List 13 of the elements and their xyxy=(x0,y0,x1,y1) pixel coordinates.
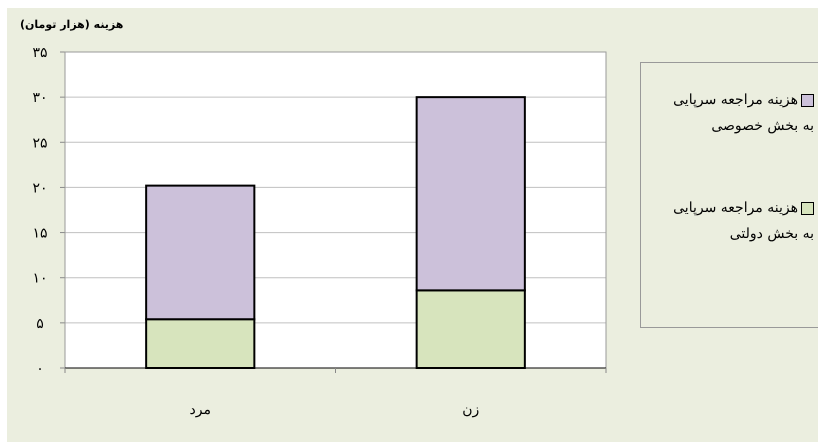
x-tick-label: زن xyxy=(462,402,480,418)
y-tick-label: ۱۰ xyxy=(32,270,48,287)
y-tick-label: ۲۰ xyxy=(32,180,48,196)
legend-item: هزینه مراجعه سرپایی به بخش دولتی xyxy=(672,199,814,244)
y-tick-label: ۵ xyxy=(36,316,44,332)
y-tick-label: ۰ xyxy=(36,361,44,377)
y-axis-title: هزینه (هزار تومان) xyxy=(20,18,124,31)
y-tick-label: ۳۵ xyxy=(32,45,48,61)
y-tick-label: ۲۵ xyxy=(32,135,48,152)
y-tick-label: ۳۰ xyxy=(32,90,48,106)
x-tick-label: مرد xyxy=(190,402,211,418)
legend-item: هزینه مراجعه سرپایی به بخش خصوصی xyxy=(672,91,814,136)
y-tick-label: ۱۵ xyxy=(32,226,48,242)
